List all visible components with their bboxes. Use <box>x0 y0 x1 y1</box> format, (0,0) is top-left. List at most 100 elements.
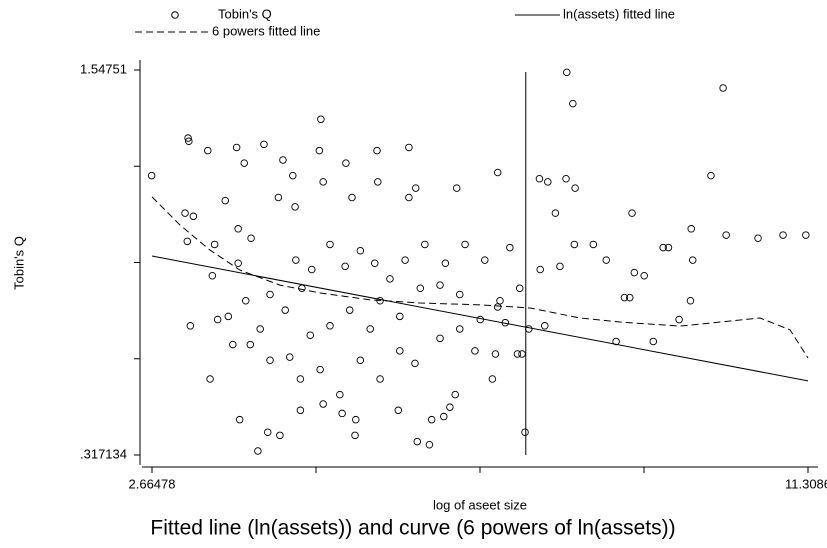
scatter-point <box>266 356 274 364</box>
scatter-point <box>589 240 598 249</box>
scatter-point <box>427 415 436 424</box>
scatter-point <box>317 115 325 124</box>
scatter-point <box>411 359 419 368</box>
scatter-point <box>396 347 404 355</box>
scatter-point <box>518 350 526 358</box>
scatter-point <box>440 412 448 421</box>
scatter-point <box>254 447 262 455</box>
scatter-point <box>441 259 450 267</box>
scatter-point <box>687 225 695 233</box>
scatter-point <box>240 159 248 167</box>
scatter-point <box>338 409 346 418</box>
scatter-point <box>234 259 242 267</box>
scatter-point <box>556 262 564 271</box>
scatter-point <box>286 353 294 361</box>
scatter-point <box>620 293 629 302</box>
x-axis-title: log of aseet size <box>433 497 527 512</box>
scatter-point <box>488 375 497 383</box>
scatter-point <box>348 193 356 202</box>
scatter-point <box>541 322 549 330</box>
scatter-point <box>411 184 420 192</box>
scatter-point <box>544 178 552 186</box>
scatter-point <box>185 137 193 145</box>
scatter-point <box>356 356 365 364</box>
fitted-line <box>151 196 809 359</box>
scatter-point <box>326 322 334 330</box>
scatter-point <box>232 143 241 152</box>
scatter-point <box>373 146 381 155</box>
scatter-point <box>719 84 727 92</box>
scatter-point <box>649 337 658 346</box>
scatter-point <box>413 437 422 446</box>
scatter-point <box>213 315 222 324</box>
fitted-line <box>151 255 809 382</box>
scatter-point <box>436 281 444 289</box>
scatter-point <box>570 240 579 249</box>
scatter-point <box>675 315 683 324</box>
scatter-point <box>476 315 485 324</box>
scatter-point <box>471 347 479 355</box>
scatter-point <box>386 275 394 283</box>
scatter-point <box>563 68 571 77</box>
scatter-point <box>224 312 233 321</box>
scatter-point <box>640 271 648 280</box>
scatter-point <box>802 231 810 239</box>
scatter-point <box>452 184 461 192</box>
x-tick-label: 2.66478 <box>129 476 176 491</box>
scatter-point <box>345 306 354 314</box>
scatter-point <box>626 293 634 302</box>
scatter-point <box>521 428 529 436</box>
scatter-point <box>221 196 230 205</box>
y-tick-label: 1.54751 <box>80 61 127 76</box>
scatter-point <box>628 209 636 217</box>
scatter-point <box>319 400 327 408</box>
scatter-point <box>436 334 444 343</box>
scatter-point <box>315 146 324 155</box>
scatter-point <box>234 225 242 233</box>
scatter-point <box>376 297 384 305</box>
scatter-point <box>515 284 524 293</box>
scatter-point <box>276 431 284 440</box>
scatter-point <box>296 406 305 415</box>
scatter-point <box>266 290 274 299</box>
scatter-point <box>319 178 327 186</box>
scatter-point <box>754 234 762 242</box>
scatter-point <box>536 265 544 274</box>
scatter-point <box>374 178 382 186</box>
scatter-point <box>451 390 459 399</box>
scatter-point <box>416 284 425 293</box>
scatter-point <box>686 297 695 305</box>
scatter-point <box>535 174 544 183</box>
scatter-point <box>493 303 502 311</box>
scatter-point <box>496 297 504 305</box>
scatter-point <box>461 240 469 249</box>
scatter-point <box>326 240 334 249</box>
scatter-point <box>206 375 214 383</box>
scatter-point <box>356 246 365 255</box>
scatter-point <box>186 322 195 330</box>
scatter-point <box>425 440 434 449</box>
scatter-point <box>722 231 730 239</box>
scatter-point <box>296 375 305 383</box>
scatter-point <box>352 415 360 424</box>
scatter-point <box>630 268 639 277</box>
scatter-point <box>241 297 250 305</box>
scatter-point <box>513 350 522 358</box>
scatter-point <box>351 431 359 440</box>
x-tick-label: 11.3086 <box>785 476 827 491</box>
scatter-point <box>493 168 502 177</box>
legend-label: ln(assets) fitted line <box>563 6 675 21</box>
scatter-point <box>184 134 192 142</box>
scatter-point <box>779 231 787 239</box>
scatter-point <box>274 193 283 202</box>
scatter-point <box>376 375 384 383</box>
scatter-point <box>308 265 316 274</box>
scatter-point <box>256 325 264 333</box>
scatter-point <box>336 390 344 399</box>
scatter-point <box>298 284 306 293</box>
scatter-point <box>316 365 324 374</box>
scatter-point <box>481 256 489 264</box>
legend-label: Tobin's Q <box>218 6 272 21</box>
scatter-point <box>401 256 409 264</box>
